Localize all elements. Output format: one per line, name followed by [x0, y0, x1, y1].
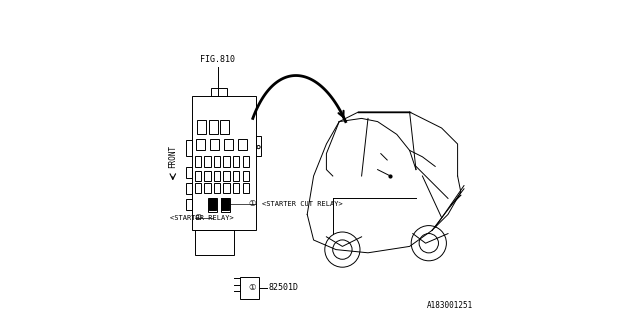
Bar	[195, 230, 234, 255]
Text: <STARTER CUT RELAY>: <STARTER CUT RELAY>	[262, 201, 343, 206]
Bar	[211, 88, 227, 96]
Bar	[233, 183, 239, 193]
Text: <STARTER RELAY>: <STARTER RELAY>	[170, 215, 234, 220]
Bar	[196, 139, 205, 150]
Bar	[221, 198, 229, 210]
Text: ①: ①	[195, 213, 202, 222]
Bar	[220, 120, 229, 134]
Bar	[223, 156, 230, 167]
Bar	[224, 139, 233, 150]
Bar	[223, 171, 230, 181]
Bar	[186, 140, 192, 156]
Bar	[192, 96, 256, 230]
Text: FIG.810: FIG.810	[200, 55, 235, 64]
Bar	[256, 136, 261, 156]
Bar	[223, 183, 230, 193]
Bar	[186, 167, 192, 178]
Bar	[214, 156, 220, 167]
Bar	[195, 156, 201, 167]
Bar	[186, 183, 192, 194]
Bar	[238, 139, 247, 150]
Bar	[233, 156, 239, 167]
Bar	[209, 120, 218, 134]
Bar	[221, 198, 230, 212]
Bar	[204, 183, 211, 193]
Bar	[195, 171, 201, 181]
Bar	[233, 171, 239, 181]
Text: FRONT: FRONT	[168, 145, 177, 168]
Text: A183001251: A183001251	[428, 301, 474, 310]
Text: ①: ①	[248, 199, 256, 208]
Bar	[214, 183, 220, 193]
Bar	[243, 183, 249, 193]
Bar	[243, 171, 249, 181]
Bar	[243, 156, 249, 167]
Bar	[240, 277, 259, 299]
Bar	[210, 139, 219, 150]
Bar	[214, 171, 220, 181]
Text: 82501D: 82501D	[269, 284, 299, 292]
Text: ①: ①	[248, 284, 256, 292]
Bar	[197, 120, 206, 134]
Bar	[208, 198, 217, 212]
Bar	[186, 199, 192, 210]
Bar	[209, 198, 216, 210]
Bar	[195, 183, 201, 193]
Bar	[204, 171, 211, 181]
Bar	[204, 156, 211, 167]
